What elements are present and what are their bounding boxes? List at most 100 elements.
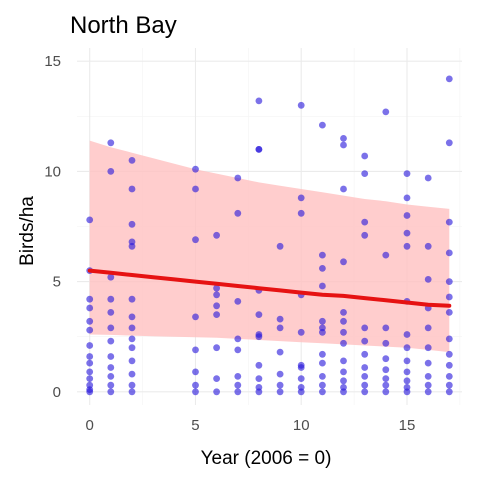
data-point: [192, 346, 199, 354]
data-point: [128, 157, 136, 164]
data-point: [86, 216, 94, 224]
data-point: [128, 357, 136, 365]
data-point: [340, 185, 347, 193]
data-point: [86, 381, 94, 389]
data-point: [361, 324, 369, 332]
data-point: [128, 238, 136, 246]
data-point: [234, 388, 242, 396]
data-point: [340, 368, 347, 376]
data-point: [424, 381, 432, 389]
data-point: [213, 344, 221, 352]
data-point: [107, 324, 115, 332]
y-tick-label: 15: [44, 53, 61, 70]
data-point: [445, 381, 453, 389]
data-point: [403, 344, 411, 352]
x-tick-label: 10: [293, 417, 310, 434]
data-point: [255, 361, 263, 369]
data-point: [86, 375, 94, 382]
data-point: [128, 313, 136, 321]
data-point: [213, 302, 221, 310]
data-point: [234, 381, 242, 389]
trend-line: [87, 268, 452, 308]
data-point: [234, 346, 242, 354]
data-point: [86, 368, 94, 376]
data-point: [192, 388, 199, 396]
data-point: [361, 337, 369, 345]
data-point: [234, 373, 242, 380]
data-point: [382, 381, 390, 389]
data-point: [128, 370, 136, 378]
data-point: [382, 339, 390, 347]
data-point: [213, 388, 221, 396]
data-point: [86, 304, 94, 312]
data-point: [255, 146, 263, 153]
data-point: [192, 185, 199, 193]
x-axis-title: Year (2006 = 0): [201, 448, 332, 469]
data-point: [234, 335, 242, 343]
data-point: [213, 375, 221, 382]
data-point: [297, 194, 305, 202]
data-point: [276, 242, 284, 250]
data-point: [192, 368, 199, 376]
data-point: [424, 242, 432, 250]
data-point: [319, 373, 326, 380]
data-point: [213, 284, 221, 292]
y-tick-label: 10: [44, 163, 61, 180]
x-tick-label: 15: [399, 417, 416, 434]
data-point: [276, 315, 284, 323]
data-point: [297, 209, 305, 217]
data-point: [255, 97, 263, 105]
data-point: [213, 231, 221, 239]
data-point: [445, 388, 453, 396]
data-point: [424, 359, 432, 367]
x-tick-label: 0: [86, 417, 94, 434]
data-point: [361, 350, 369, 358]
data-point: [297, 375, 305, 382]
data-point: [445, 218, 453, 226]
data-point: [107, 381, 115, 389]
data-point: [107, 309, 115, 316]
data-point: [445, 139, 453, 147]
data-point: [361, 231, 369, 239]
data-point: [340, 384, 347, 391]
data-point: [361, 218, 369, 226]
data-point: [192, 165, 199, 173]
data-point: [192, 381, 199, 389]
data-point: [86, 317, 94, 325]
data-point: [86, 353, 94, 360]
data-point: [192, 313, 199, 321]
y-axis-ticks: 0 5 10 15: [44, 53, 61, 401]
data-point: [340, 309, 347, 316]
data-point: [234, 209, 242, 217]
data-point: [107, 373, 115, 380]
x-tick-label: 5: [191, 417, 199, 434]
data-point: [107, 139, 115, 147]
data-point: [276, 370, 284, 378]
data-point: [107, 273, 115, 281]
data-point: [319, 317, 326, 325]
data-point: [107, 353, 115, 360]
data-point: [403, 384, 411, 391]
data-point: [340, 328, 347, 336]
data-point: [319, 388, 326, 396]
data-point: [382, 388, 390, 396]
data-point: [445, 278, 453, 285]
data-point: [424, 174, 432, 182]
data-point: [382, 324, 390, 332]
data-point: [403, 357, 411, 365]
data-point: [213, 311, 221, 318]
data-point: [445, 75, 453, 83]
chart-title: North Bay: [70, 12, 177, 39]
data-point: [255, 375, 263, 382]
data-point: [340, 135, 347, 142]
data-point: [361, 388, 369, 396]
data-point: [192, 236, 199, 244]
data-point: [213, 291, 221, 299]
data-point: [424, 373, 432, 380]
data-point: [340, 357, 347, 365]
data-point: [128, 344, 136, 352]
data-point: [297, 101, 305, 109]
data-point: [361, 373, 369, 380]
data-point: [403, 242, 411, 250]
data-point: [319, 121, 326, 129]
